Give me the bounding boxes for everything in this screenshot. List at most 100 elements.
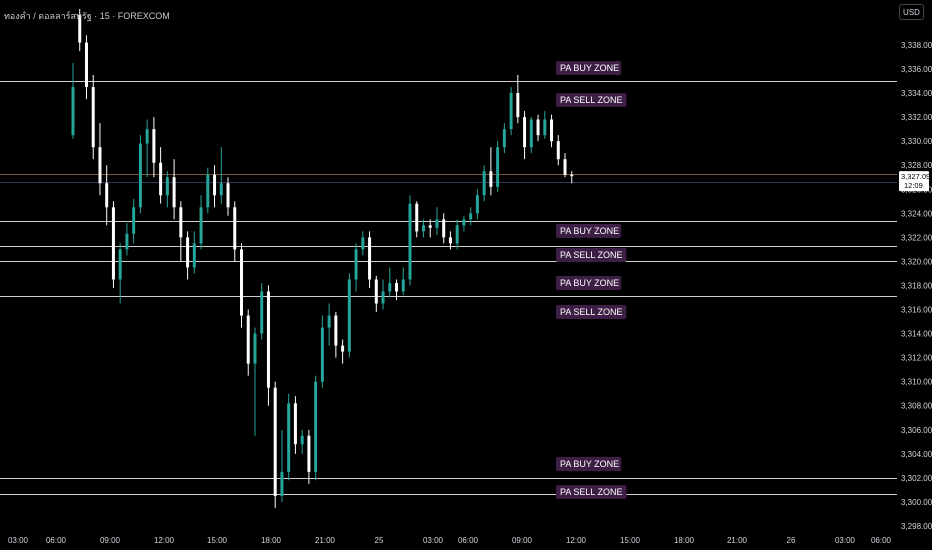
symbol-title[interactable]: ทองคำ / ดอลลาร์สหรัฐ · 15 · FOREXCOM: [4, 11, 170, 21]
time-tick-label: 06:00: [458, 536, 479, 545]
time-tick-label: 15:00: [620, 536, 641, 545]
candle-up: [482, 171, 486, 196]
price-tick-label: 3,320.00: [901, 257, 932, 266]
candle-up: [529, 119, 533, 148]
candle-down: [273, 387, 277, 496]
candle-up: [475, 195, 479, 214]
time-tick-label: 03:00: [8, 536, 29, 545]
zone-label: PA SELL ZONE: [556, 93, 627, 107]
zone-label-text: PA SELL ZONE: [560, 95, 623, 105]
current-price-tag: 3,327.09 12:09: [899, 171, 930, 192]
time-tick-label: 15:00: [207, 536, 228, 545]
candle-up: [543, 119, 547, 136]
price-tick-label: 3,314.00: [901, 330, 932, 339]
candle-down: [246, 315, 250, 364]
candle-up: [381, 291, 385, 304]
candle-up: [408, 203, 412, 280]
time-tick-label: 09:00: [100, 536, 121, 545]
candle-countdown: 12:09: [904, 181, 923, 190]
candle-down: [266, 291, 270, 388]
price-tick-label: 3,302.00: [901, 474, 932, 483]
price-tick-label: 3,328.00: [901, 161, 932, 170]
candle-down: [536, 119, 540, 136]
zone-label-text: PA SELL ZONE: [560, 487, 623, 497]
zone-label: PA BUY ZONE: [556, 457, 622, 471]
zone-label: PA BUY ZONE: [556, 224, 622, 238]
candle-up: [192, 243, 196, 268]
price-tick-label: 3,316.00: [901, 306, 932, 315]
candle-down: [395, 283, 399, 292]
candle-down: [98, 147, 102, 184]
price-axis[interactable]: 3,298.00 3,300.00 3,302.00 3,304.00 3,306.00…: [901, 41, 932, 531]
candle-down: [111, 207, 115, 280]
zone-label-text: PA BUY ZONE: [560, 226, 619, 236]
candle-up: [435, 219, 439, 228]
time-tick-label: 25: [375, 536, 384, 545]
candle-down: [334, 315, 338, 346]
candle-up: [280, 471, 284, 496]
candle-up: [138, 143, 142, 208]
candle-down: [186, 237, 190, 268]
time-tick-label: 21:00: [315, 536, 336, 545]
candle-up: [388, 283, 392, 292]
candle-up: [509, 93, 513, 130]
candle-down: [240, 249, 243, 316]
zone-label-text: PA SELL ZONE: [560, 250, 623, 260]
zone-label-bg: [556, 276, 622, 290]
candle-down: [341, 345, 345, 352]
time-axis[interactable]: 03:00 06:00 09:00 12:00 15:00 18:00 21:00 25 03:…: [8, 536, 892, 545]
time-tick-label: 12:00: [154, 536, 175, 545]
candle-down: [91, 87, 95, 148]
zone-label-bg: [556, 457, 622, 471]
candle-up: [469, 213, 473, 220]
price-tick-label: 3,332.00: [901, 113, 932, 122]
zone-lines: [0, 81, 897, 495]
current-price-tag-bg: [899, 171, 929, 192]
candle-up: [145, 129, 149, 144]
candle-up: [421, 225, 425, 232]
candle-down: [172, 177, 176, 208]
price-tick-label: 3,322.00: [901, 233, 932, 242]
time-tick-label: 12:00: [566, 536, 587, 545]
candle-down: [78, 14, 82, 43]
price-tick-label: 3,334.00: [901, 89, 932, 98]
candle-up: [118, 249, 122, 280]
zone-label-bg: [556, 61, 622, 75]
candle-up: [287, 403, 291, 472]
candle-down: [368, 237, 372, 280]
time-tick-label: 26: [787, 536, 796, 545]
zone-label: PA SELL ZONE: [556, 305, 627, 319]
candle-up: [206, 174, 210, 208]
price-tick-label: 3,336.00: [901, 65, 932, 74]
candle-down: [105, 183, 109, 208]
candle-down: [489, 171, 493, 187]
candle-down: [563, 159, 567, 175]
zone-labels: PA BUY ZONE PA SELL ZONE PA BUY ZONE PA SEL…: [556, 61, 627, 499]
time-tick-label: 03:00: [835, 536, 856, 545]
zone-label-bg: [556, 305, 627, 319]
candle-up: [361, 237, 365, 250]
price-tick-label: 3,304.00: [901, 450, 932, 459]
current-price-value: 3,327.09: [901, 172, 930, 181]
zone-label: PA SELL ZONE: [556, 248, 627, 262]
currency-button[interactable]: USD: [899, 4, 924, 20]
candle-up: [71, 87, 75, 136]
candle-up: [320, 327, 324, 382]
price-tick-label: 3,306.00: [901, 426, 932, 435]
candle-up: [260, 291, 264, 334]
price-tick-label: 3,310.00: [901, 378, 932, 387]
time-tick-label: 06:00: [46, 536, 67, 545]
candle-up: [496, 147, 500, 187]
candle-down: [428, 225, 432, 228]
time-tick-label: 18:00: [674, 536, 695, 545]
candle-down: [226, 183, 230, 208]
candle-up: [502, 129, 506, 148]
candle-up: [132, 207, 136, 234]
candle-up: [462, 219, 466, 226]
candle-down: [516, 93, 520, 118]
candle-down: [374, 279, 378, 304]
candle-down: [442, 219, 446, 238]
price-tick-label: 3,338.00: [901, 41, 932, 50]
